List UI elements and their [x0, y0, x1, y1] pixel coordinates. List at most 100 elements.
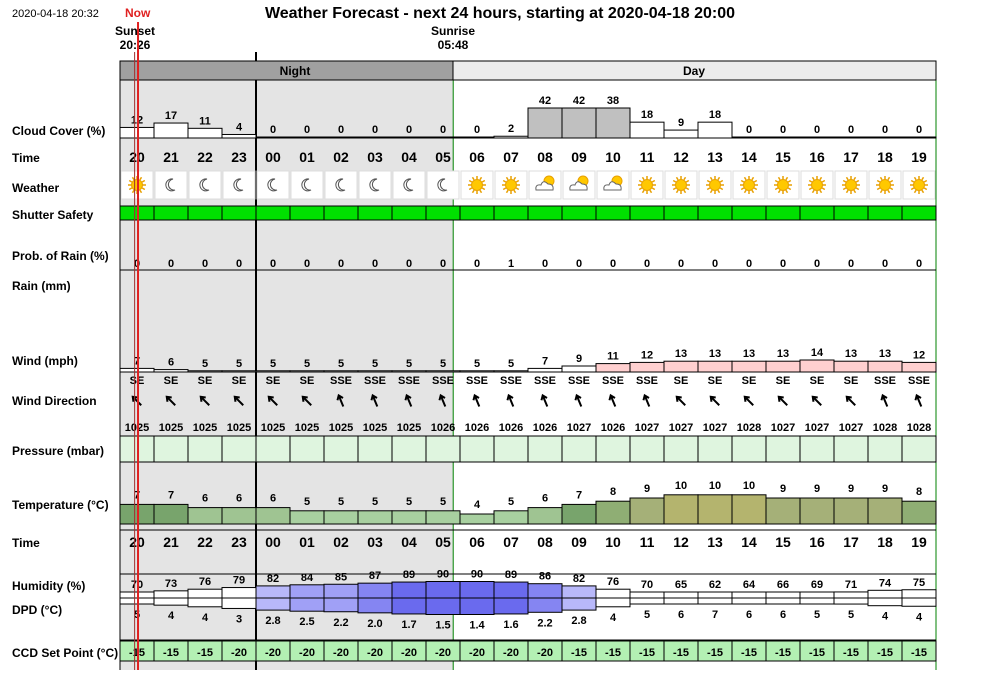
temperature-value: 9 — [814, 483, 820, 495]
temperature-bar — [289, 510, 325, 525]
time-label-2: 23 — [231, 534, 247, 550]
shutter-safety-cell — [833, 205, 869, 221]
dpd-value: 5 — [814, 609, 820, 621]
ccd-value: -15 — [197, 647, 213, 659]
time-label-2: 15 — [775, 534, 791, 550]
wind-speed-bar — [561, 365, 597, 373]
weather-cell — [120, 170, 154, 200]
shutter-safety-cell — [595, 205, 631, 221]
temperature-value: 5 — [338, 496, 344, 508]
label-dpd: DPD (°C) — [12, 603, 62, 617]
pressure-value: 1027 — [567, 422, 591, 434]
cloud-cover-bar — [187, 127, 223, 139]
dpd-value: 2.2 — [537, 617, 552, 629]
sun-disc — [709, 179, 721, 191]
temperature-value: 5 — [508, 496, 514, 508]
rain-prob-value: 0 — [202, 258, 208, 270]
sun-ray — [821, 179, 826, 183]
sun-ray — [131, 189, 135, 194]
dpd-value: 7 — [712, 609, 718, 621]
wind-direction-label: SE — [266, 375, 281, 387]
temperature-value: 7 — [576, 489, 582, 501]
sun-ray — [879, 176, 883, 181]
time-label-2: 21 — [163, 534, 179, 550]
wind-speed-bar — [901, 361, 937, 373]
pressure-value: 1025 — [193, 422, 217, 434]
sun-disc — [845, 179, 857, 191]
wind-direction-label: SSE — [330, 375, 352, 387]
wind-direction-arrow — [404, 393, 413, 407]
sunset-label: Sunset — [115, 24, 155, 38]
wind-speed-bar — [493, 370, 529, 373]
pressure-cell — [595, 435, 631, 463]
pressure-cell — [119, 435, 155, 463]
sun-ray — [651, 187, 656, 191]
sun-ray — [719, 179, 724, 183]
sunset-time: 20:26 — [120, 38, 151, 52]
cloud-cover-bar — [697, 121, 733, 139]
humidity-value: 87 — [369, 570, 381, 582]
wind-direction-arrow — [642, 393, 651, 407]
pressure-cell — [255, 435, 291, 463]
sun-ray — [819, 189, 823, 194]
sun-disc — [777, 179, 789, 191]
weather-cell — [188, 170, 222, 200]
sun-ray — [141, 179, 146, 183]
cloud-cover-value: 0 — [848, 124, 854, 136]
pressure-cell — [459, 435, 495, 463]
sun-ray — [675, 176, 679, 181]
sun-ray — [774, 179, 779, 183]
ccd-value: -15 — [639, 647, 655, 659]
pressure-value: 1026 — [533, 422, 557, 434]
wind-direction-label: SE — [198, 375, 213, 387]
time-label-2: 08 — [537, 534, 553, 550]
sun-ray — [515, 179, 520, 183]
time-label-2: 04 — [401, 534, 417, 550]
time-label: 05 — [435, 149, 451, 165]
temperature-bar — [901, 500, 937, 525]
sun-ray — [887, 176, 891, 181]
dpd-value: 3 — [236, 613, 242, 625]
sun-disc — [811, 179, 823, 191]
wind-direction-label: SSE — [908, 375, 930, 387]
sun-ray — [753, 187, 758, 191]
temperature-bar — [493, 510, 529, 525]
humidity-value: 79 — [233, 575, 245, 587]
time-label-2: 13 — [707, 534, 723, 550]
sun-disc — [675, 179, 687, 191]
time-label-2: 16 — [809, 534, 825, 550]
ccd-value: -20 — [333, 647, 349, 659]
ccd-cell — [901, 640, 937, 662]
time-label: 09 — [571, 149, 587, 165]
wind-direction-label: SSE — [874, 375, 896, 387]
wind-speed-value: 13 — [777, 348, 789, 360]
day-band — [452, 60, 937, 81]
wind-speed-bar — [833, 360, 869, 373]
cloud-cover-value: 42 — [573, 95, 585, 107]
ccd-value: -20 — [367, 647, 383, 659]
cloud-cover-value: 0 — [338, 124, 344, 136]
temperature-bar — [221, 507, 257, 525]
wind-speed-bar — [119, 367, 155, 373]
rain-prob-value: 0 — [236, 258, 242, 270]
time-label: 06 — [469, 149, 485, 165]
temperature-bar — [323, 510, 359, 525]
sun-ray — [468, 187, 473, 191]
wind-direction-label: SE — [776, 375, 791, 387]
time-label: 15 — [775, 149, 791, 165]
humidity-value: 65 — [675, 579, 687, 591]
sun-ray — [505, 176, 509, 181]
ccd-value: -20 — [537, 647, 553, 659]
wind-speed-value: 9 — [576, 353, 582, 365]
time-label: 08 — [537, 149, 553, 165]
humidity-value: 86 — [539, 571, 551, 583]
dpd-value: 6 — [678, 609, 684, 621]
pressure-cell — [323, 435, 359, 463]
sun-ray — [842, 187, 847, 191]
temperature-value: 5 — [304, 496, 310, 508]
wind-speed-bar — [629, 361, 665, 373]
humidity-value: 90 — [437, 569, 449, 581]
sun-icon — [468, 176, 486, 194]
sun-ray — [743, 176, 747, 181]
sun-ray — [811, 176, 815, 181]
